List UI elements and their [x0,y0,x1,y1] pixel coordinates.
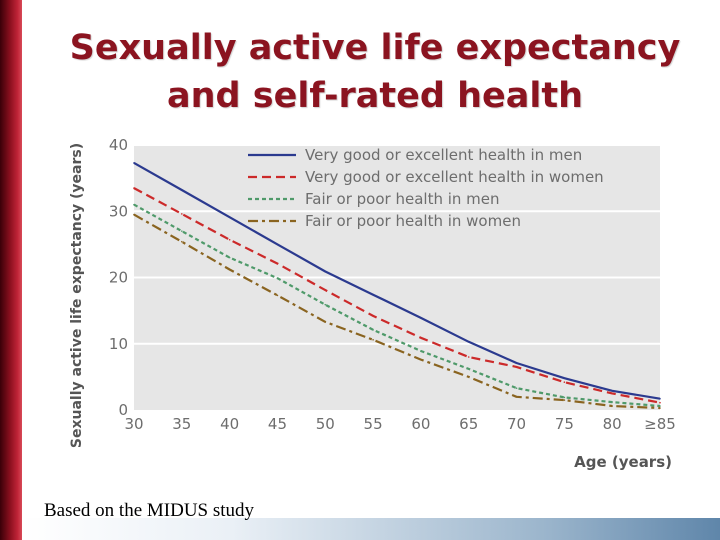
slide-title: Sexually active life expectancy and self… [30,24,720,120]
data-point-s3-2 [228,268,231,271]
y-tick-label-30: 30 [109,202,128,220]
x-tick-label-0: 30 [124,415,143,433]
data-point-s2-0 [133,203,135,206]
series-line-1 [133,187,661,404]
data-point-s1-1 [181,213,183,215]
data-point-s2-4 [324,303,327,306]
data-point-s0-7 [467,340,470,343]
data-point-s0-2 [228,216,231,219]
x-tick-label-5: 55 [364,415,383,433]
x-tick-label-4: 50 [316,415,335,433]
data-point-s1-10 [611,392,613,395]
left-accent-bar [0,0,22,540]
data-point-s2-6 [420,350,422,352]
data-point-s3-5 [372,338,374,341]
series-line-0 [133,161,661,400]
x-tick-label-2: 40 [220,415,239,433]
x-axis-label: Age (years) [574,453,672,471]
data-point-s2-2 [228,256,231,259]
data-point-s1-6 [420,336,422,339]
data-point-s0-3 [276,243,279,246]
data-point-s1-5 [372,315,374,317]
series-line-2 [133,203,661,408]
y-axis-label: Sexually active life expectancy (years) [69,143,85,448]
x-tick-label-10: 80 [603,415,622,433]
data-point-s1-0 [133,187,135,189]
x-tick-label-7: 65 [459,415,478,433]
data-point-s0-1 [181,189,183,191]
legend-label-1: Very good or excellent health in women [305,168,604,186]
series-line-3 [133,213,661,410]
y-tick-label-20: 20 [109,269,128,287]
data-point-s0-0 [133,162,135,164]
data-point-s0-5 [372,293,374,296]
data-point-s2-8 [515,387,518,389]
data-point-s1-7 [467,356,470,358]
x-tick-label-1: 35 [172,415,191,433]
data-point-s3-4 [324,321,327,323]
title-line-1: Sexually active life expectancy [69,28,681,68]
data-point-s2-9 [563,396,566,399]
data-point-s3-8 [515,395,518,398]
x-tick-label-9: 75 [555,415,574,433]
legend-label-3: Fair or poor health in women [305,212,521,230]
data-point-s1-8 [515,366,518,368]
y-tick-label-40: 40 [109,136,128,154]
data-point-s3-6 [420,358,422,361]
data-point-s3-7 [467,376,470,378]
data-point-s3-1 [181,240,183,243]
x-tick-label-8: 70 [507,415,526,433]
data-point-s2-11 [659,405,661,407]
data-point-s1-2 [228,238,231,241]
data-point-s3-10 [611,405,613,407]
data-point-s3-0 [133,213,135,216]
data-point-s3-3 [276,294,279,297]
data-point-s0-11 [659,397,661,400]
data-point-s0-10 [611,389,613,392]
data-point-s1-4 [324,289,327,291]
data-point-s0-8 [515,362,518,364]
data-point-s1-11 [659,401,661,404]
data-point-s3-9 [563,399,566,401]
data-point-s2-10 [611,401,613,403]
data-point-s0-4 [324,270,327,273]
source-caption: Based on the MIDUS study [44,500,255,521]
data-point-s2-5 [372,329,374,331]
legend-label-0: Very good or excellent health in men [305,146,582,164]
y-tick-label-10: 10 [109,335,128,353]
data-point-s1-3 [276,262,279,265]
x-tick-label-6: 60 [411,415,430,433]
title-line-2: and self-rated health [167,76,583,116]
data-point-s1-9 [563,381,566,383]
x-tick-label-3: 45 [268,415,287,433]
data-point-s2-3 [276,277,279,279]
data-point-s0-9 [563,377,566,380]
data-point-s2-7 [467,368,470,370]
x-tick-label-11: ≥85 [644,415,676,433]
y-tick-label-0: 0 [118,401,128,419]
data-point-s2-1 [181,230,183,232]
data-point-s3-11 [659,407,661,409]
data-point-s0-6 [420,317,422,319]
bottom-accent-bar [22,518,720,540]
legend-label-2: Fair or poor health in men [305,190,500,208]
